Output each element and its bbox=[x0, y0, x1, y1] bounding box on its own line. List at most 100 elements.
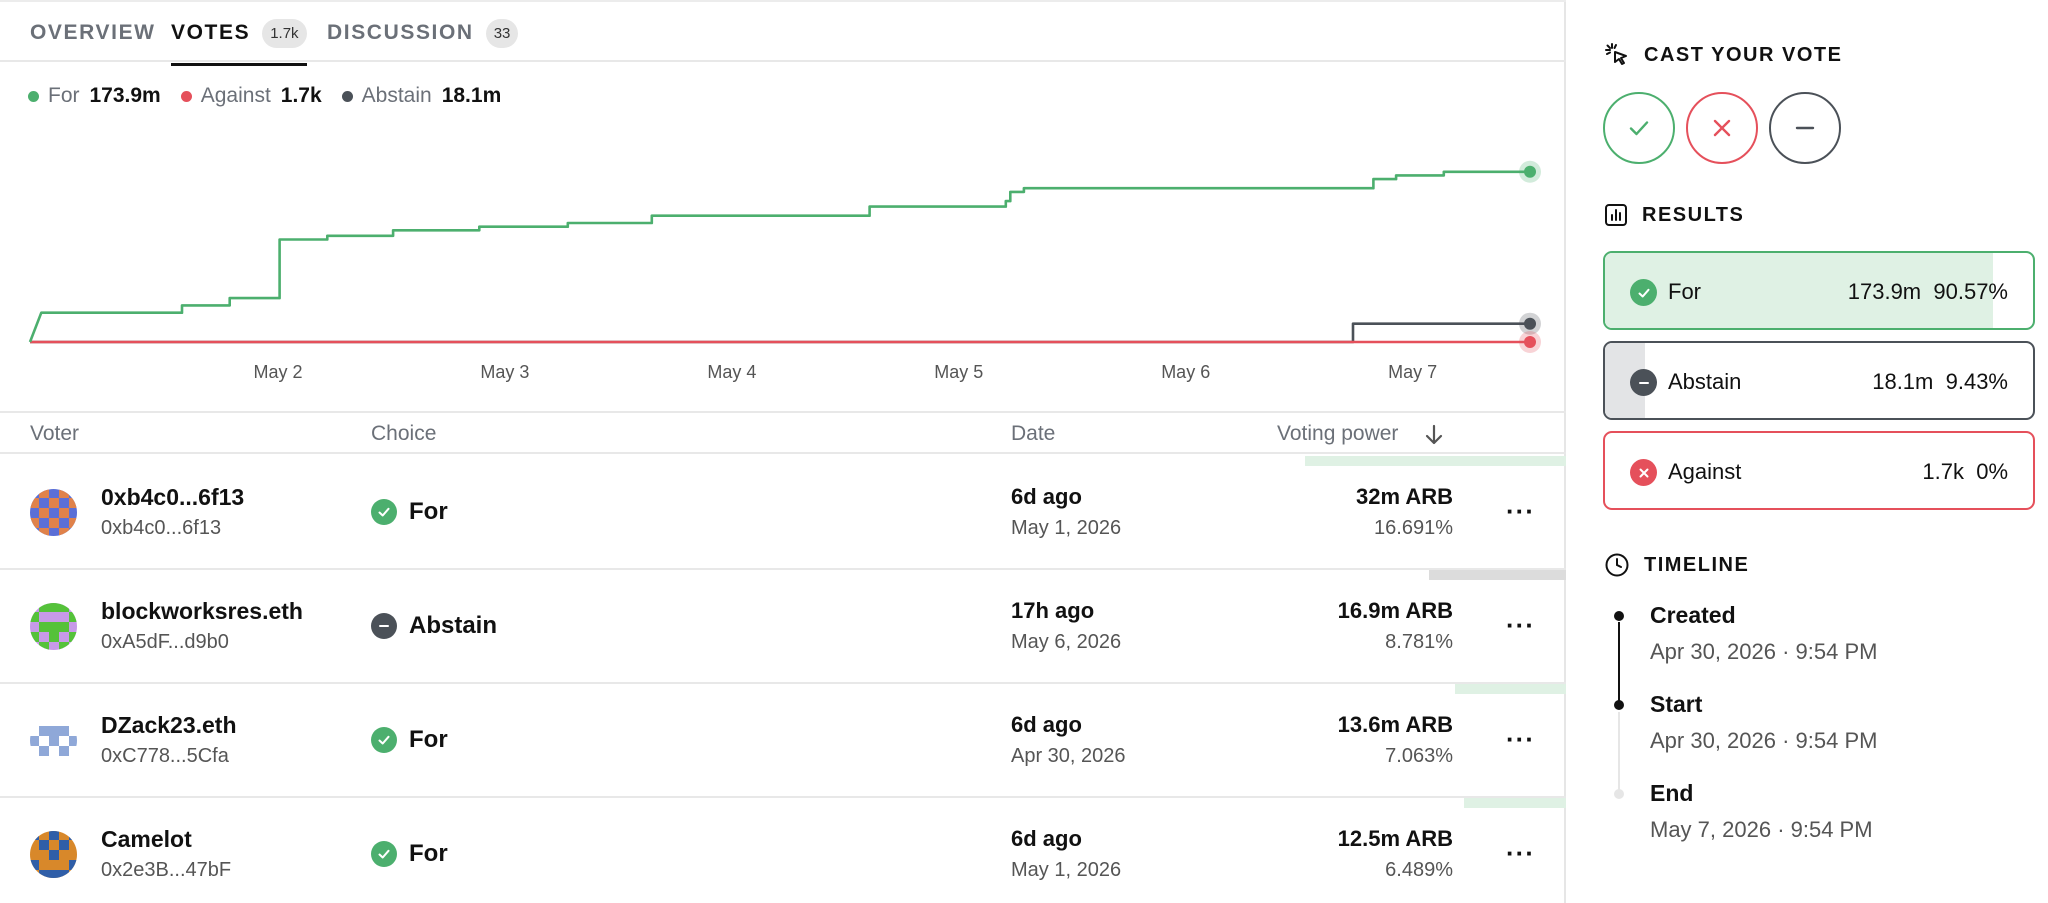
vote-abstain-button[interactable] bbox=[1769, 92, 1841, 164]
tab-bar: OVERVIEW VOTES 1.7k DISCUSSION 33 bbox=[0, 0, 1566, 66]
vote-for-button[interactable] bbox=[1603, 92, 1675, 164]
x-tick-label: May 7 bbox=[1388, 362, 1437, 382]
x-circle-icon bbox=[1630, 459, 1657, 486]
results-heading: RESULTS bbox=[1604, 203, 1744, 227]
avatar[interactable] bbox=[30, 831, 77, 878]
bar-chart-icon bbox=[1605, 204, 1627, 226]
tab-discussion-count: 33 bbox=[485, 18, 519, 48]
header-voting-power[interactable]: Voting power bbox=[1277, 422, 1399, 445]
avatar[interactable] bbox=[30, 489, 77, 536]
avatar[interactable] bbox=[30, 603, 77, 650]
cast-vote-title: CAST YOUR VOTE bbox=[1644, 43, 1843, 66]
table-header: Voter Choice Date Voting power bbox=[0, 411, 1566, 454]
timeline-dot-start bbox=[1614, 700, 1624, 710]
tab-votes-label: VOTES bbox=[171, 21, 251, 44]
voting-power-bar bbox=[1455, 684, 1566, 694]
voting-power-pct: 16.691% bbox=[1374, 517, 1453, 539]
result-abstain-value: 18.1m 9.43% bbox=[1872, 369, 2008, 395]
timeline-title: TIMELINE bbox=[1644, 553, 1750, 576]
votes-chart: May 2 May 3 May 4 May 5 May 6 May 7 bbox=[28, 160, 1541, 382]
voter-address: 0xC778...5Cfa bbox=[101, 745, 229, 767]
vote-choice-label: For bbox=[409, 726, 448, 753]
result-for-label: For bbox=[1668, 279, 1701, 304]
voting-power: 13.6m ARB bbox=[1337, 712, 1453, 737]
result-against: Against 1.7k 0% bbox=[1603, 431, 2035, 510]
vote-choice-label: Abstain bbox=[409, 612, 498, 639]
vote-choice: For bbox=[371, 840, 448, 868]
more-options-icon[interactable]: ··· bbox=[1506, 838, 1535, 868]
series-line-for bbox=[28, 170, 1530, 343]
result-against-value: 1.7k 0% bbox=[1922, 459, 2008, 485]
tab-discussion[interactable]: DISCUSSION 33 bbox=[327, 2, 519, 64]
result-against-pct: 0% bbox=[1976, 459, 2008, 484]
voting-power-pct: 7.063% bbox=[1385, 745, 1453, 767]
series-line-abstain bbox=[30, 322, 1530, 344]
table-row[interactable]: blockworksres.eth 0xA5dF...d9b0 Abstain … bbox=[0, 570, 1566, 684]
more-options-icon[interactable]: ··· bbox=[1506, 724, 1535, 754]
minus-circle-icon bbox=[1630, 369, 1657, 396]
tab-votes[interactable]: VOTES 1.7k bbox=[171, 2, 307, 66]
voter-name[interactable]: 0xb4c0...6f13 bbox=[101, 484, 245, 510]
vote-choice: Abstain bbox=[371, 612, 497, 640]
timeline-end-label: End bbox=[1650, 780, 1694, 806]
result-against-amount: 1.7k bbox=[1922, 459, 1964, 484]
voting-power: 32m ARB bbox=[1356, 484, 1453, 509]
x-tick-label: May 2 bbox=[253, 362, 302, 382]
voter-name[interactable]: Camelot bbox=[101, 826, 192, 852]
check-circle-icon bbox=[1630, 279, 1657, 306]
cursor-click-icon bbox=[1605, 43, 1627, 65]
table-row[interactable]: DZack23.eth 0xC778...5Cfa For 6d ago Apr… bbox=[0, 684, 1566, 798]
vote-choice-label: For bbox=[409, 840, 448, 867]
vote-time-ago: 6d ago bbox=[1011, 712, 1082, 737]
tab-overview[interactable]: OVERVIEW bbox=[30, 2, 156, 64]
results-title: RESULTS bbox=[1642, 203, 1745, 226]
close-icon bbox=[1713, 119, 1731, 137]
result-against-label: Against bbox=[1668, 459, 1742, 484]
voter-address: 0xb4c0...6f13 bbox=[101, 517, 222, 539]
result-for-pct: 90.57% bbox=[1933, 279, 2008, 304]
result-abstain: Abstain 18.1m 9.43% bbox=[1603, 341, 2035, 420]
header-choice: Choice bbox=[371, 422, 437, 445]
result-for-fill bbox=[1605, 253, 1993, 328]
result-abstain-label: Abstain bbox=[1668, 369, 1742, 394]
legend-for-value: 173.9m bbox=[89, 84, 161, 107]
vote-time-ago: 6d ago bbox=[1011, 484, 1082, 509]
vote-time-ago: 17h ago bbox=[1011, 598, 1095, 623]
legend-against: Against 1.7k bbox=[180, 84, 322, 108]
more-options-icon[interactable]: ··· bbox=[1506, 610, 1535, 640]
check-circle-icon bbox=[371, 727, 397, 753]
check-circle-icon bbox=[371, 499, 397, 525]
timeline-dot-end bbox=[1614, 789, 1624, 799]
voting-power: 16.9m ARB bbox=[1337, 598, 1453, 623]
legend-against-dot bbox=[180, 90, 192, 102]
voter-name[interactable]: DZack23.eth bbox=[101, 712, 237, 738]
avatar[interactable] bbox=[30, 717, 77, 764]
arrow-down-icon[interactable] bbox=[1424, 424, 1444, 446]
timeline-end-date: May 7, 2026 · 9:54 PM bbox=[1650, 817, 1873, 842]
clock-icon bbox=[1605, 553, 1629, 577]
more-options-icon[interactable]: ··· bbox=[1506, 496, 1535, 526]
table-row[interactable]: Camelot 0x2e3B...47bF For 6d ago May 1, … bbox=[0, 798, 1566, 903]
table-row[interactable]: 0xb4c0...6f13 0xb4c0...6f13 For 6d ago M… bbox=[0, 456, 1566, 570]
voter-name[interactable]: blockworksres.eth bbox=[101, 598, 303, 624]
vote-date: May 6, 2026 bbox=[1011, 631, 1122, 653]
vote-against-button[interactable] bbox=[1686, 92, 1758, 164]
header-date: Date bbox=[1011, 422, 1056, 445]
legend-for: For 173.9m bbox=[28, 84, 161, 108]
sidebar: CAST YOUR VOTE RESULTS For 173.9m 90.57%… bbox=[1568, 0, 2048, 903]
timeline-heading: TIMELINE bbox=[1604, 552, 1749, 578]
legend-abstain-dot bbox=[341, 90, 353, 102]
legend-for-dot bbox=[28, 90, 39, 102]
timeline-start-label: Start bbox=[1650, 691, 1703, 717]
voting-power-pct: 6.489% bbox=[1385, 859, 1453, 881]
result-abstain-amount: 18.1m bbox=[1872, 369, 1934, 394]
vote-date: Apr 30, 2026 bbox=[1011, 745, 1126, 767]
vote-date: May 1, 2026 bbox=[1011, 517, 1122, 539]
vote-choice-label: For bbox=[409, 498, 448, 525]
vote-date: May 1, 2026 bbox=[1011, 859, 1122, 881]
timeline-created-label: Created bbox=[1650, 602, 1736, 628]
tab-overview-label: OVERVIEW bbox=[30, 21, 156, 44]
voter-address: 0x2e3B...47bF bbox=[101, 859, 232, 881]
x-tick-label: May 6 bbox=[1161, 362, 1210, 382]
legend-abstain-label: Abstain bbox=[361, 84, 432, 107]
